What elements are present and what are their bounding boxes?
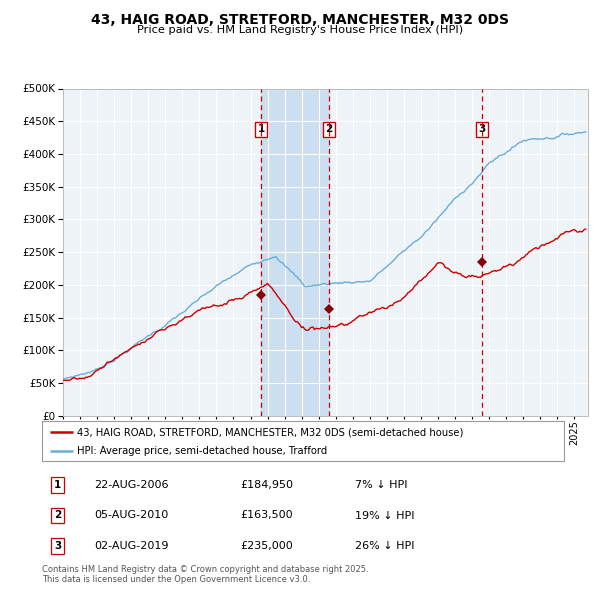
Text: £235,000: £235,000: [241, 540, 293, 550]
Text: £184,950: £184,950: [241, 480, 293, 490]
Text: 2: 2: [54, 510, 61, 520]
Text: 43, HAIG ROAD, STRETFORD, MANCHESTER, M32 0DS (semi-detached house): 43, HAIG ROAD, STRETFORD, MANCHESTER, M3…: [77, 427, 464, 437]
Text: 3: 3: [54, 540, 61, 550]
Text: Price paid vs. HM Land Registry's House Price Index (HPI): Price paid vs. HM Land Registry's House …: [137, 25, 463, 35]
Text: HPI: Average price, semi-detached house, Trafford: HPI: Average price, semi-detached house,…: [77, 447, 328, 456]
Bar: [262, 88, 329, 416]
Text: 02-AUG-2019: 02-AUG-2019: [94, 540, 169, 550]
Text: 26% ↓ HPI: 26% ↓ HPI: [355, 540, 415, 550]
Text: 22-AUG-2006: 22-AUG-2006: [94, 480, 169, 490]
Text: Contains HM Land Registry data © Crown copyright and database right 2025.
This d: Contains HM Land Registry data © Crown c…: [42, 565, 368, 584]
Text: 3: 3: [479, 124, 486, 135]
Text: £163,500: £163,500: [241, 510, 293, 520]
Text: 7% ↓ HPI: 7% ↓ HPI: [355, 480, 408, 490]
FancyBboxPatch shape: [42, 421, 564, 461]
Text: 1: 1: [258, 124, 265, 135]
Text: 2: 2: [325, 124, 332, 135]
Text: 19% ↓ HPI: 19% ↓ HPI: [355, 510, 415, 520]
Text: 05-AUG-2010: 05-AUG-2010: [94, 510, 169, 520]
Text: 43, HAIG ROAD, STRETFORD, MANCHESTER, M32 0DS: 43, HAIG ROAD, STRETFORD, MANCHESTER, M3…: [91, 13, 509, 27]
Text: 1: 1: [54, 480, 61, 490]
